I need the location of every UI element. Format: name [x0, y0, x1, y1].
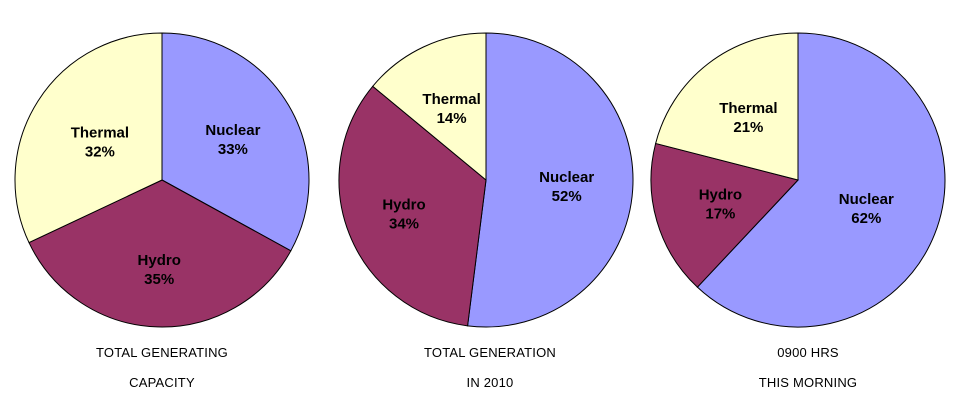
- pie-2-slice-nuclear: [467, 32, 634, 328]
- pie-2-slice-hydro: [338, 85, 487, 327]
- chart-1-caption-line-1: TOTAL GENERATING: [95, 345, 228, 360]
- pie-1-label-hydro: Hydro: [138, 252, 181, 269]
- pie-1-value-hydro: 35%: [144, 271, 174, 288]
- pie-2-value-hydro: 34%: [389, 216, 419, 233]
- pie-1-value-thermal: 32%: [85, 144, 115, 161]
- chart-2-caption-line-1: TOTAL GENERATION: [423, 345, 556, 360]
- pie-chart-2: Nuclear 52% Hydro 34% Thermal 14%: [338, 32, 634, 328]
- chart-3-caption-line-2: THIS MORNING: [758, 375, 858, 390]
- pie-3-slice-nuclear: [696, 32, 946, 328]
- pie-3-slice-hydro: [650, 142, 799, 288]
- chart-1-caption-line-2: CAPACITY: [129, 375, 195, 390]
- pie-3-label-thermal: Thermal: [719, 100, 777, 117]
- chart-3-caption-line-1: 0900 HRS: [777, 345, 839, 360]
- pie-2-value-nuclear: 52%: [552, 188, 582, 205]
- pie-chart-3: Nuclear 62% Hydro 17% Thermal 21%: [650, 32, 946, 328]
- pie-2-label-hydro: Hydro: [382, 197, 425, 214]
- pie-2-label-thermal: Thermal: [422, 91, 480, 108]
- pie-3-slice-thermal: [655, 32, 799, 181]
- pie-3-value-thermal: 21%: [733, 119, 763, 136]
- pie-3-label-hydro: Hydro: [699, 187, 742, 204]
- chart-2-caption-line-2: IN 2010: [466, 375, 514, 390]
- pie-1-slice-nuclear: [161, 32, 310, 252]
- pie-3-value-nuclear: 62%: [851, 210, 881, 227]
- pie-1-slice-hydro: [28, 179, 292, 328]
- pie-chart-1: Nuclear 33% Hydro 35% Thermal 32%: [14, 32, 310, 328]
- pie-2-value-thermal: 14%: [437, 110, 467, 127]
- pie-3-label-nuclear: Nuclear: [839, 191, 894, 208]
- pie-1-slice-thermal: [14, 32, 163, 244]
- pie-1-label-thermal: Thermal: [71, 125, 129, 142]
- pie-1-value-nuclear: 33%: [218, 141, 248, 158]
- pie-2-slice-thermal: [372, 32, 487, 182]
- pie-3-value-hydro: 17%: [705, 206, 735, 223]
- pie-1-label-nuclear: Nuclear: [205, 122, 260, 139]
- pie-2-label-nuclear: Nuclear: [539, 169, 594, 186]
